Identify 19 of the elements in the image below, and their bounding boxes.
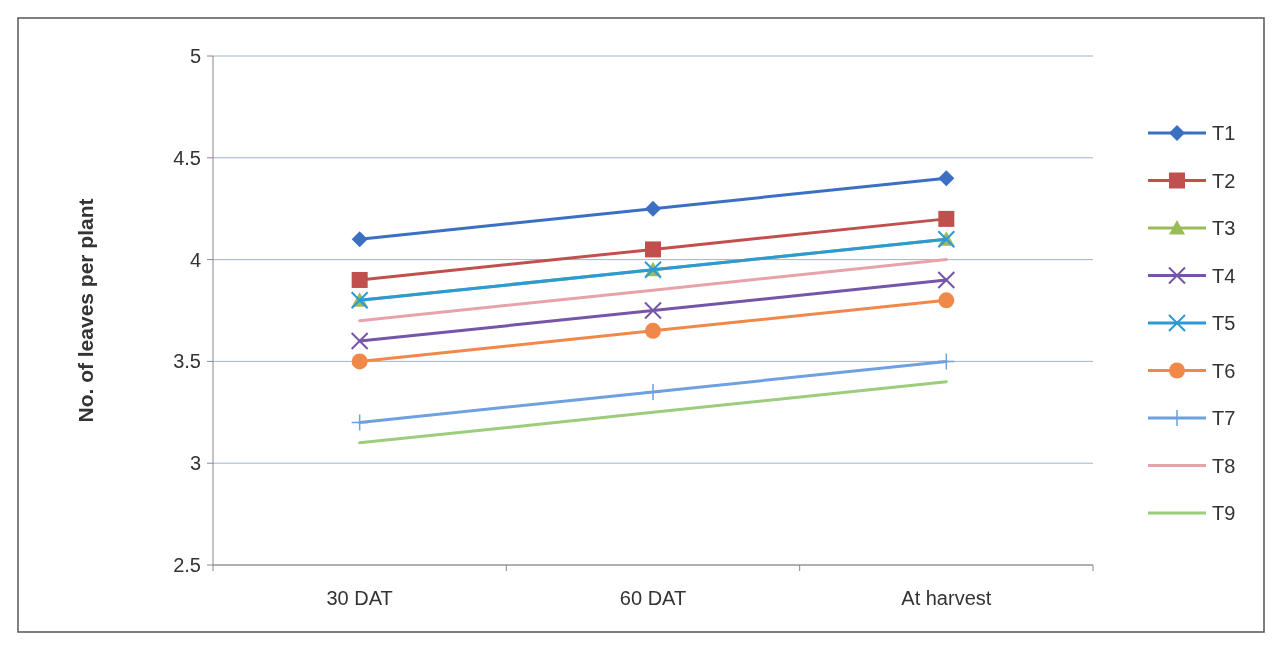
y-tick-label: 3: [189, 452, 201, 475]
x-tick-label: 30 DAT: [326, 587, 393, 609]
legend-label: T6: [1212, 359, 1236, 382]
y-tick-label: 4: [189, 248, 201, 271]
y-tick-label: 4.5: [173, 146, 201, 169]
legend-label: T9: [1212, 502, 1236, 524]
legend-label: T2: [1212, 169, 1236, 192]
legend-label: T8: [1212, 454, 1236, 477]
y-tick-label: 2.5: [173, 554, 201, 576]
legend-label: T3: [1212, 217, 1236, 239]
x-tick-label: 60 DAT: [619, 587, 687, 609]
legend-label: T4: [1212, 264, 1236, 287]
legend-label: T1: [1212, 122, 1236, 144]
x-tick-label: At harvest: [901, 587, 992, 609]
y-axis-title: No. of leaves per plant: [74, 198, 97, 423]
legend-label: T7: [1212, 407, 1236, 429]
y-tick-label: 5: [189, 45, 201, 67]
legend-label: T5: [1212, 312, 1236, 334]
y-tick-label: 3.5: [173, 350, 201, 373]
